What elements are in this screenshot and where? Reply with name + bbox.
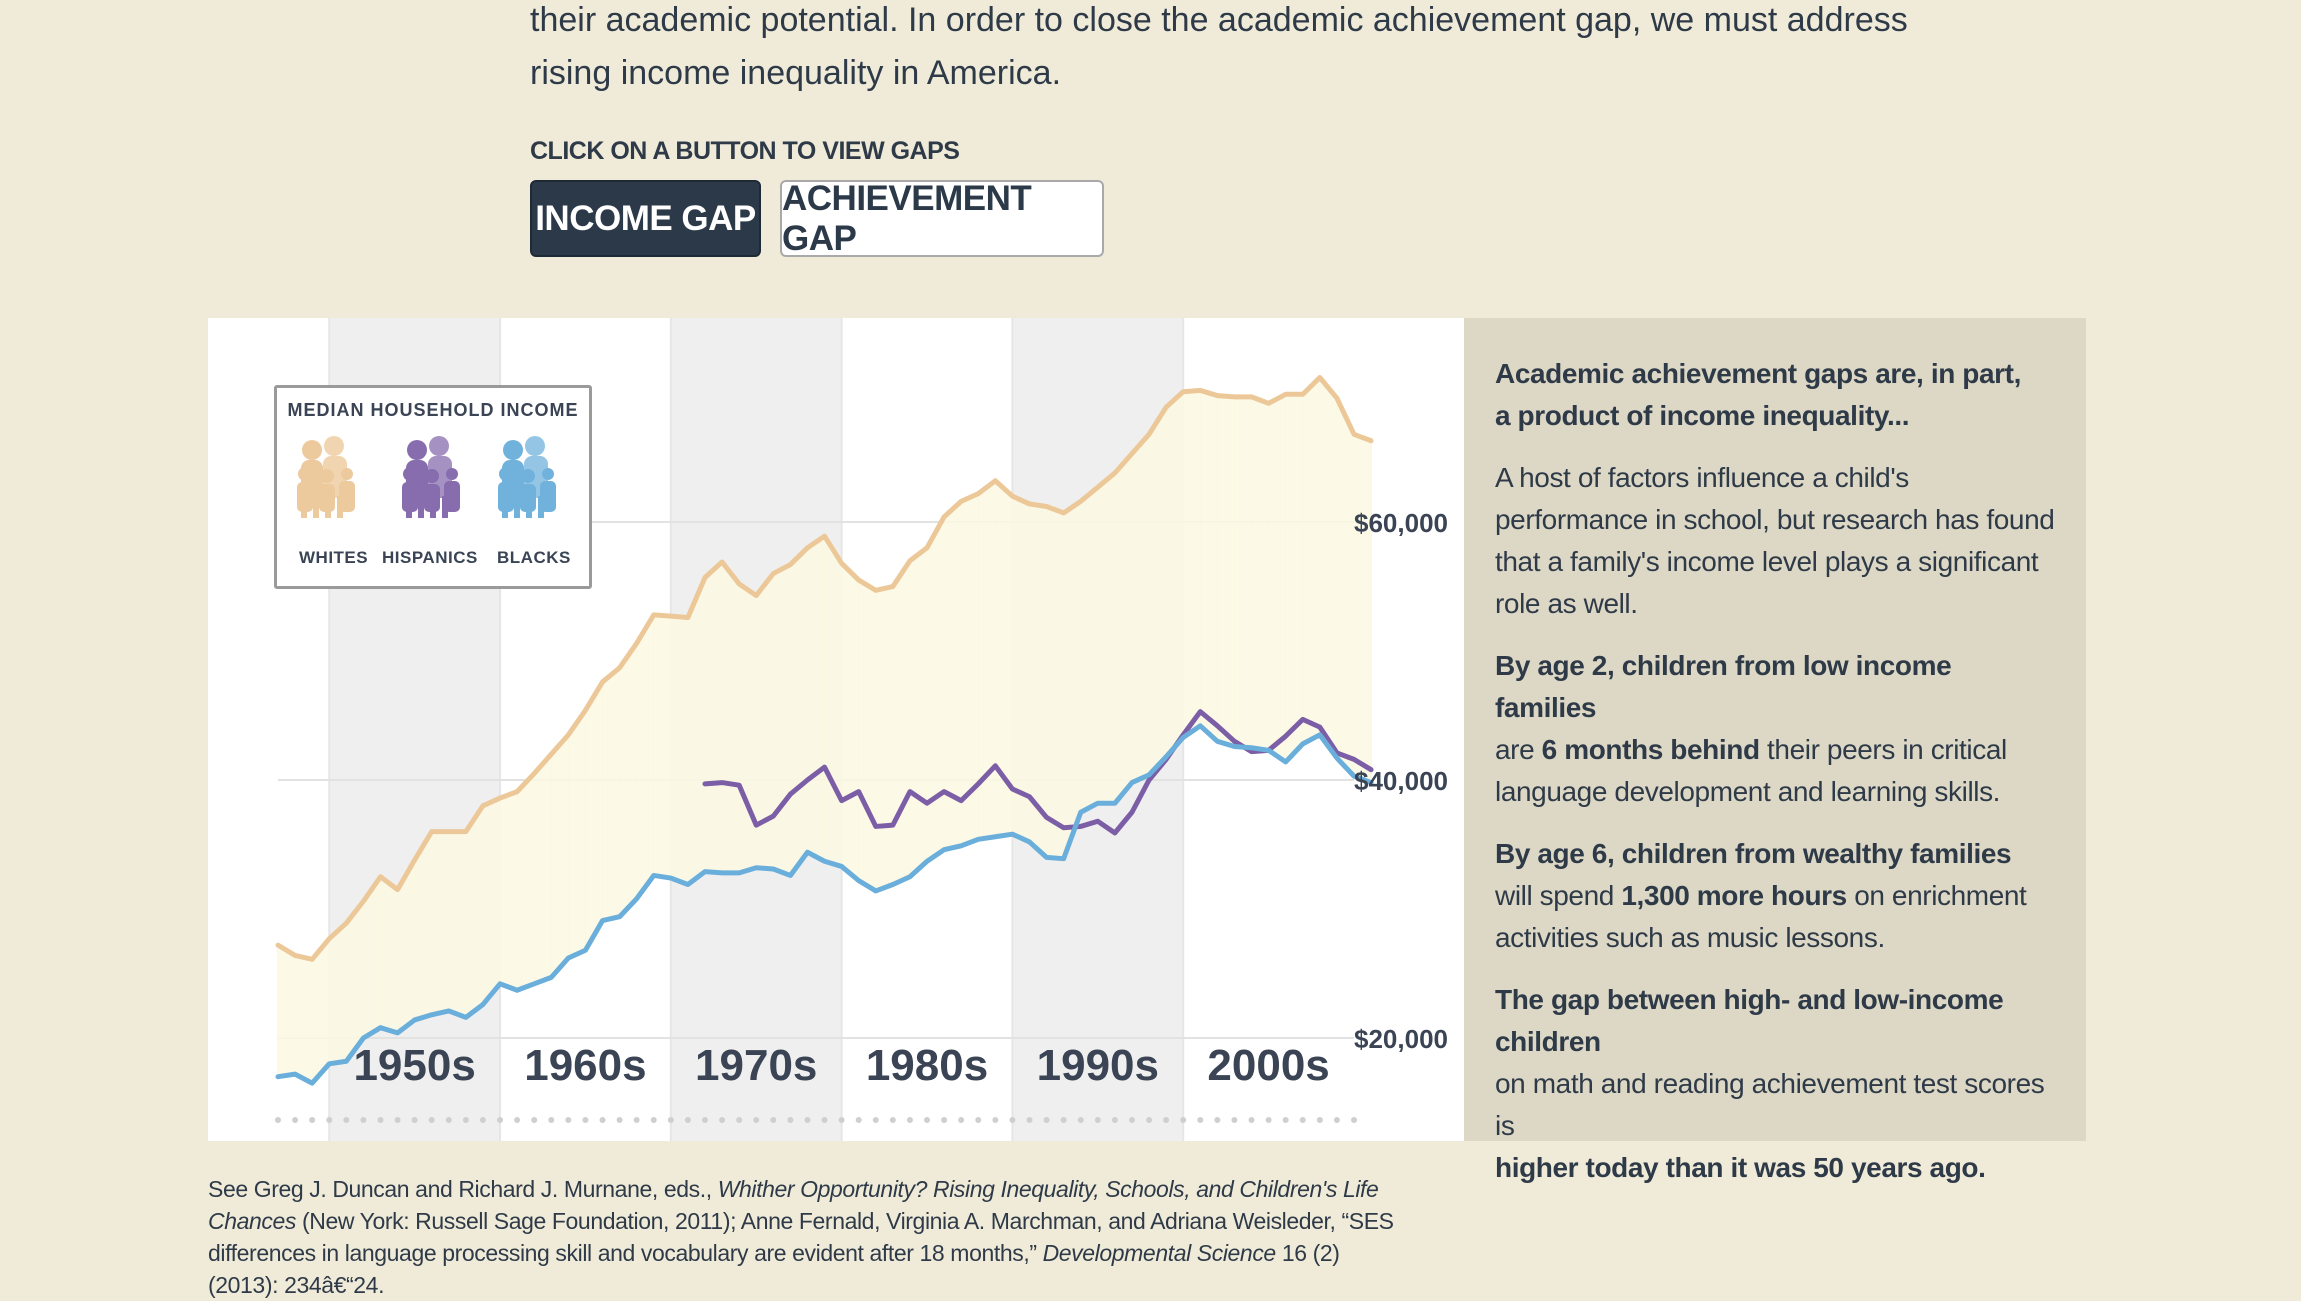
- intro-line-1: their academic potential. In order to cl…: [530, 1, 1908, 39]
- hispanics-family-icon: [402, 436, 460, 518]
- side-p2-bold-a: By age 2, children from low income famil…: [1495, 650, 1952, 723]
- side-p3-bold-b: 1,300 more hours: [1621, 880, 1847, 911]
- side-p2-bold-b: 6 months behind: [1541, 734, 1760, 765]
- legend-title: MEDIAN HOUSEHOLD INCOME: [287, 400, 579, 420]
- side-p2-text-a: are: [1495, 734, 1542, 765]
- side-p4-bold-b: higher today than it was 50 years ago.: [1495, 1152, 1986, 1183]
- y-tick-label: $60,000: [1354, 508, 1448, 538]
- side-heading-line-2: a product of income inequality...: [1495, 400, 1910, 431]
- legend-label-blacks: BLACKS: [497, 548, 571, 567]
- side-p3-bold-a: By age 6, children from wealthy families: [1495, 838, 2012, 869]
- button-caption: CLICK ON A BUTTON TO VIEW GAPS: [530, 137, 960, 165]
- side-paragraph-4: The gap between high- and low-income chi…: [1495, 979, 2056, 1189]
- footnote-italic-2: Developmental Science: [1042, 1240, 1277, 1266]
- x-tick-label: 1950s: [353, 1041, 475, 1090]
- x-tick-label: 1960s: [524, 1041, 646, 1090]
- legend-label-hispanics: HISPANICS: [382, 548, 478, 567]
- side-heading-line-1: Academic achievement gaps are, in part,: [1495, 358, 2021, 389]
- x-tick-label: 1980s: [866, 1041, 988, 1090]
- y-tick-label: $40,000: [1354, 766, 1448, 796]
- side-p3-text-a: will spend: [1495, 880, 1622, 911]
- whites-family-icon: [297, 436, 355, 518]
- side-paragraph-3: By age 6, children from wealthy families…: [1495, 833, 2056, 959]
- side-p3-text-b: on enrichment activities such as music l…: [1495, 880, 2027, 953]
- income-gap-button[interactable]: INCOME GAP: [530, 180, 761, 257]
- blacks-family-icon: [498, 436, 556, 518]
- footnote-text-2: (New York: Russell Sage Foundation, 2011…: [208, 1208, 1394, 1266]
- y-tick-label: $20,000: [1354, 1024, 1448, 1054]
- legend-figures: [297, 436, 556, 518]
- x-tick-label: 1970s: [695, 1041, 817, 1090]
- side-p4-text-a: on math and reading achievement test sco…: [1495, 1068, 2045, 1141]
- legend-label-whites: WHITES: [299, 548, 369, 567]
- footnote-italic-1: Whither Opportunity? Rising Inequality, …: [208, 1176, 1379, 1234]
- side-paragraph-2: By age 2, children from low income famil…: [1495, 645, 2056, 813]
- side-heading: Academic achievement gaps are, in part, …: [1495, 353, 2056, 437]
- series-line-blacks: [275, 723, 1374, 1086]
- footnote-text-1: See Greg J. Duncan and Richard J. Murnan…: [208, 1176, 718, 1202]
- income-gap-fill: [278, 377, 1372, 1084]
- achievement-gap-button[interactable]: ACHIEVEMENT GAP: [780, 179, 1104, 258]
- side-p2-text-b: their peers in critical language develop…: [1495, 734, 2007, 807]
- series-line-whites: [275, 375, 1374, 962]
- footnote: See Greg J. Duncan and Richard J. Murnan…: [208, 1173, 1408, 1301]
- side-paragraph-1: A host of factors influence a child's pe…: [1495, 462, 2055, 619]
- x-tick-label: 2000s: [1207, 1041, 1329, 1090]
- side-panel: Academic achievement gaps are, in part, …: [1464, 318, 2086, 1183]
- side-p4-bold-a: The gap between high- and low-income chi…: [1495, 984, 2004, 1057]
- x-tick-label: 1990s: [1037, 1041, 1159, 1090]
- intro-line-2: rising income inequality in America.: [530, 54, 1062, 92]
- chart-legend: MEDIAN HOUSEHOLD INCOME: [274, 385, 592, 589]
- intro-text: their academic potential. In order to cl…: [530, 0, 1970, 100]
